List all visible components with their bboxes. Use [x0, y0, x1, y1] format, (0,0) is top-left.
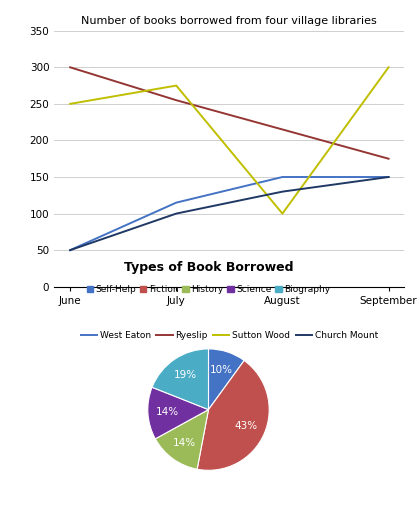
- Text: 10%: 10%: [210, 366, 233, 375]
- Wedge shape: [155, 410, 208, 469]
- Text: 14%: 14%: [173, 438, 196, 448]
- Text: 43%: 43%: [235, 421, 258, 431]
- Legend: West Eaton, Ryeslip, Sutton Wood, Church Mount: West Eaton, Ryeslip, Sutton Wood, Church…: [77, 327, 382, 344]
- Wedge shape: [208, 349, 244, 410]
- Wedge shape: [197, 360, 269, 471]
- Wedge shape: [152, 349, 208, 410]
- Text: 19%: 19%: [174, 371, 197, 380]
- Legend: Self-Help, Fiction, History, Science, Biography: Self-Help, Fiction, History, Science, Bi…: [83, 282, 334, 298]
- Title: Number of books borrowed from four village libraries: Number of books borrowed from four villa…: [81, 16, 377, 26]
- Title: Types of Book Borrowed: Types of Book Borrowed: [124, 261, 293, 273]
- Wedge shape: [148, 387, 208, 439]
- Text: 14%: 14%: [156, 407, 179, 417]
